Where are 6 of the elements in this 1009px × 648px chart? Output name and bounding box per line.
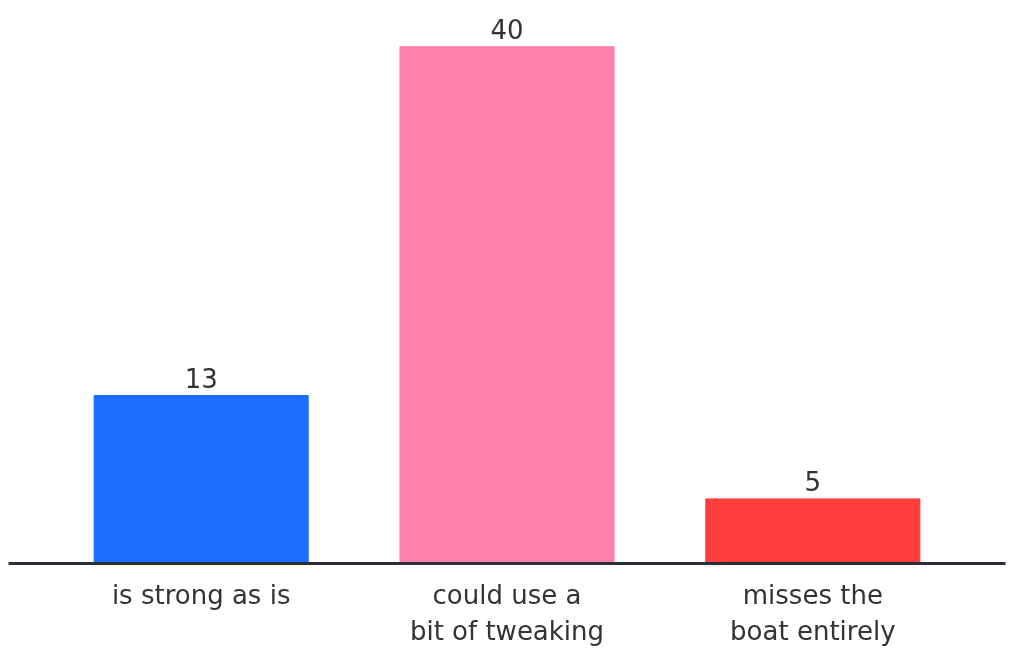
x-tick-label: could use a bit of tweaking — [409, 579, 605, 646]
data-label: 40 — [490, 14, 524, 45]
x-tick-label: misses the boat entirely — [730, 579, 896, 646]
x-tick-label: is strong as is — [111, 579, 291, 610]
data-label: 5 — [804, 466, 822, 497]
data-label: 13 — [184, 363, 218, 394]
